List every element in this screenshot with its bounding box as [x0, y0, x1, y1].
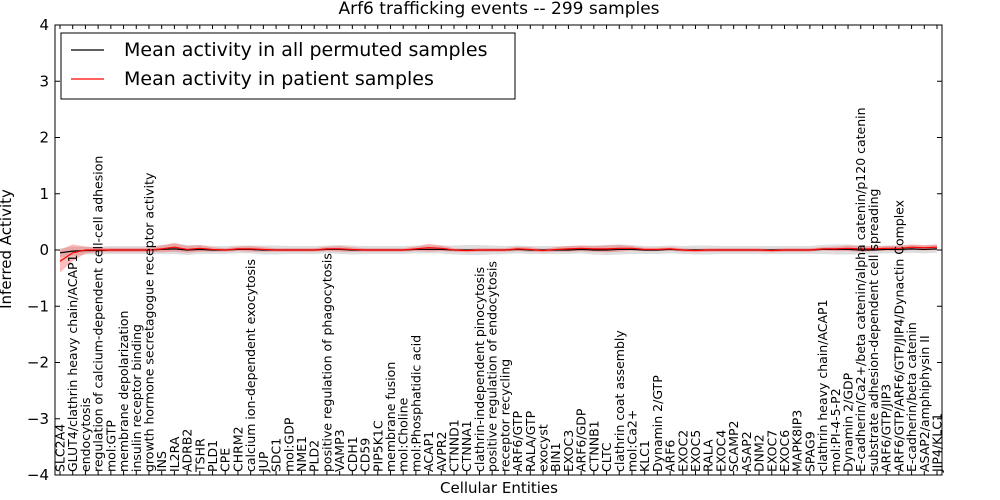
x-tick-label: INS	[154, 451, 169, 472]
x-tick-label: E-cadherin/Ca2+/beta catenin/alpha caten…	[853, 107, 868, 472]
y-tick-label: 3	[39, 72, 49, 90]
x-tick-label: EXOC7	[764, 430, 779, 472]
x-tick-label: CTNND1	[447, 419, 462, 472]
y-tick-label: −3	[27, 410, 49, 428]
x-tick-label: SLC2A4	[53, 424, 68, 472]
legend-box	[60, 32, 516, 100]
x-tick-label: CHRM2	[230, 426, 245, 472]
x-tick-label: clathrin heavy chain/ACAP1	[815, 299, 830, 472]
y-tick-label: −2	[27, 354, 49, 372]
x-tick-label: mol:Choline	[396, 397, 411, 472]
x-tick-label: RALA/GTP	[523, 410, 538, 472]
x-tick-label: PLD1	[205, 440, 220, 472]
x-tick-label: mol:GTP	[103, 420, 118, 472]
x-tick-label: CDH1	[345, 436, 360, 472]
x-tick-label: RALA	[701, 439, 716, 472]
x-tick-label: mol:GDP	[281, 417, 296, 472]
x-tick-label: mol:Ca2+	[624, 410, 639, 472]
x-tick-label: MAPK8IP3	[790, 410, 805, 472]
x-tick-label: ASAP2	[739, 431, 754, 472]
y-tick-label: −1	[27, 297, 49, 315]
x-tick-label: EXOC4	[713, 430, 728, 472]
x-tick-label: JIP4/KLC1	[930, 413, 945, 473]
x-tick-label: mol:Phosphatidic acid	[408, 335, 423, 472]
legend-label-1: Mean activity in all permuted samples	[124, 39, 487, 61]
x-tick-label: BIN1	[548, 442, 563, 472]
legend-label-2: Mean activity in patient samples	[124, 68, 434, 90]
x-tick-label: EXOC3	[561, 430, 576, 472]
x-tick-label: receptor recycling	[497, 359, 512, 472]
x-tick-label: ARF6/GTP/ARF6/GTP/JIP4/Dynactin Complex	[891, 200, 906, 472]
x-tick-label: NME1	[294, 436, 309, 472]
x-tick-label: ARF6/GTP/JIP3	[879, 384, 894, 472]
x-tick-label: CD59	[358, 438, 373, 472]
x-tick-label: EXOC6	[777, 430, 792, 472]
x-tick-label: CPE	[218, 448, 233, 472]
x-tick-label: ARF6/GDP	[574, 408, 589, 472]
x-tick-label: regulation of calcium-dependent cell-cel…	[91, 156, 106, 472]
x-tick-label: SCAMP2	[726, 421, 741, 473]
x-tick-label: clathrin-independent pinocytosis	[472, 267, 487, 472]
x-tick-label: ARF6	[663, 440, 678, 472]
x-tick-label: endocytosis	[78, 397, 93, 472]
x-axis-label: Cellular Entities	[440, 479, 558, 497]
x-tick-label: membrane fusion	[383, 362, 398, 472]
x-tick-label: positive regulation of endocytosis	[485, 261, 500, 472]
x-tick-label: ASAP2/amphiphysin II	[917, 335, 932, 472]
x-tick-label: CLTC	[599, 442, 614, 472]
x-tick-label: KLC1	[637, 440, 652, 472]
x-tick-label: growth hormone secretagogue receptor act…	[141, 172, 156, 472]
x-tick-label: PLD2	[307, 440, 322, 472]
x-tick-label: ACAP1	[421, 431, 436, 472]
x-tick-label: membrane depolarization	[116, 311, 131, 472]
y-axis-label: Inferred Activity	[0, 189, 15, 309]
x-tick-label: TSHR	[192, 438, 207, 473]
x-tick-label: GLUT4/clathrin heavy chain/ACAP1	[65, 254, 80, 472]
x-tick-label: AVPR2	[434, 432, 449, 472]
x-tick-label: SDC1	[269, 438, 284, 472]
x-tick-label: calcium ion-dependent exocytosis	[243, 259, 258, 472]
y-tick-label: 4	[39, 16, 49, 34]
legend: Mean activity in all permuted samples Mea…	[60, 32, 516, 100]
x-tick-label: CTNNA1	[459, 420, 474, 472]
y-tick-label: 1	[39, 185, 49, 203]
x-tick-label: EXOC5	[688, 430, 703, 472]
x-tick-label: JUP	[256, 451, 271, 473]
x-tick-label: insulin receptor binding	[129, 324, 144, 472]
x-tick-label: VAMP3	[332, 429, 347, 472]
x-tick-label: clathrin coat assembly	[612, 330, 627, 472]
plot-frame	[54, 24, 943, 476]
x-tick-label: Dynamin 2/GDP	[841, 372, 856, 472]
x-tick-label: mol:PI-4-5-P2	[828, 388, 843, 472]
series-line-2	[59, 246, 938, 262]
x-tick-label: ARF6/GTP	[510, 411, 525, 472]
x-tick-label: substrate adhesion-dependent cell spread…	[866, 189, 881, 472]
y-tick-label: −4	[27, 466, 49, 484]
x-tick-label: exocyst	[535, 424, 550, 472]
x-tick-label: PIP5K1C	[370, 420, 385, 472]
x-tick-label: CTNNB1	[586, 420, 601, 472]
y-tick-label: 0	[39, 241, 49, 259]
x-tick-label: Dynamin 2/GTP	[650, 375, 665, 472]
y-tick-label: 2	[39, 129, 49, 147]
chart-title: Arf6 trafficking events -- 299 samples	[338, 0, 659, 19]
x-tick-label: ADRB2	[180, 429, 195, 472]
x-tick-label: EXOC2	[675, 430, 690, 472]
x-tick-label: DNM2	[752, 434, 767, 472]
x-tick-label: positive regulation of phagocytosis	[319, 253, 334, 472]
x-tick-label: IL2RA	[167, 436, 182, 472]
x-tick-label: SPAG9	[802, 431, 817, 472]
x-tick-label: E-cadherin/beta catenin	[904, 322, 919, 472]
